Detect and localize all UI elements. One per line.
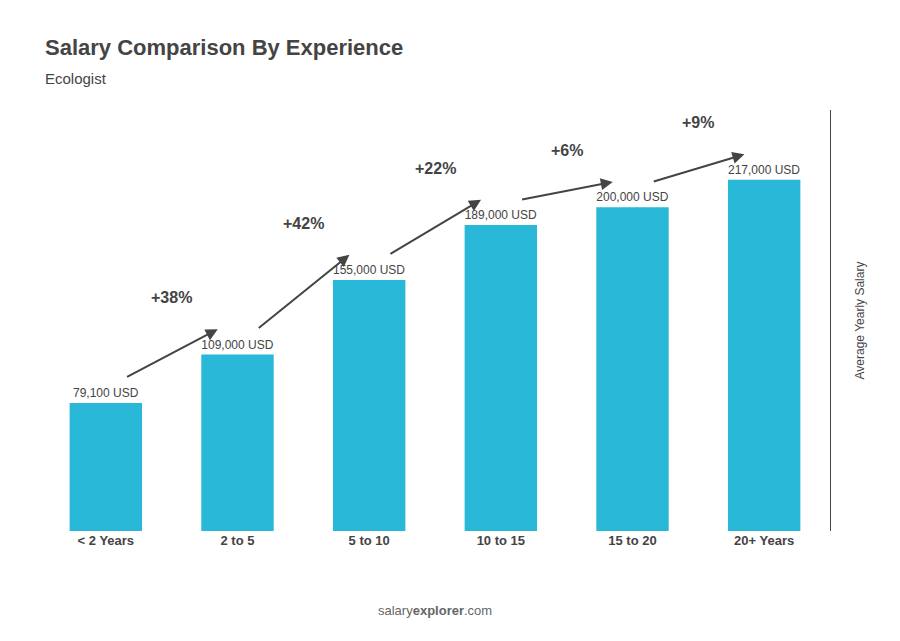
svg-text:+22%: +22% xyxy=(415,160,456,177)
svg-text:79,100 USD: 79,100 USD xyxy=(73,386,139,400)
svg-text:+38%: +38% xyxy=(151,289,192,306)
svg-text:189,000 USD: 189,000 USD xyxy=(465,208,537,222)
svg-text:200,000 USD: 200,000 USD xyxy=(596,190,668,204)
svg-text:109,000 USD: 109,000 USD xyxy=(201,338,273,352)
svg-text:2 to 5: 2 to 5 xyxy=(221,533,255,548)
svg-text:15 to 20: 15 to 20 xyxy=(608,533,656,548)
svg-text:10 to 15: 10 to 15 xyxy=(477,533,525,548)
svg-text:5 to 10: 5 to 10 xyxy=(349,533,390,548)
svg-text:Ecologist: Ecologist xyxy=(45,70,107,87)
svg-text:20+ Years: 20+ Years xyxy=(734,533,794,548)
svg-text:+9%: +9% xyxy=(682,114,714,131)
svg-text:< 2 Years: < 2 Years xyxy=(78,533,135,548)
svg-text:+6%: +6% xyxy=(551,142,583,159)
svg-text:+42%: +42% xyxy=(283,215,324,232)
svg-text:217,000 USD: 217,000 USD xyxy=(728,163,800,177)
svg-text:Salary Comparison By Experienc: Salary Comparison By Experience xyxy=(45,35,403,60)
svg-text:Average Yearly Salary: Average Yearly Salary xyxy=(853,262,867,380)
svg-text:salaryexplorer.com: salaryexplorer.com xyxy=(378,603,492,618)
svg-text:155,000 USD: 155,000 USD xyxy=(333,263,405,277)
